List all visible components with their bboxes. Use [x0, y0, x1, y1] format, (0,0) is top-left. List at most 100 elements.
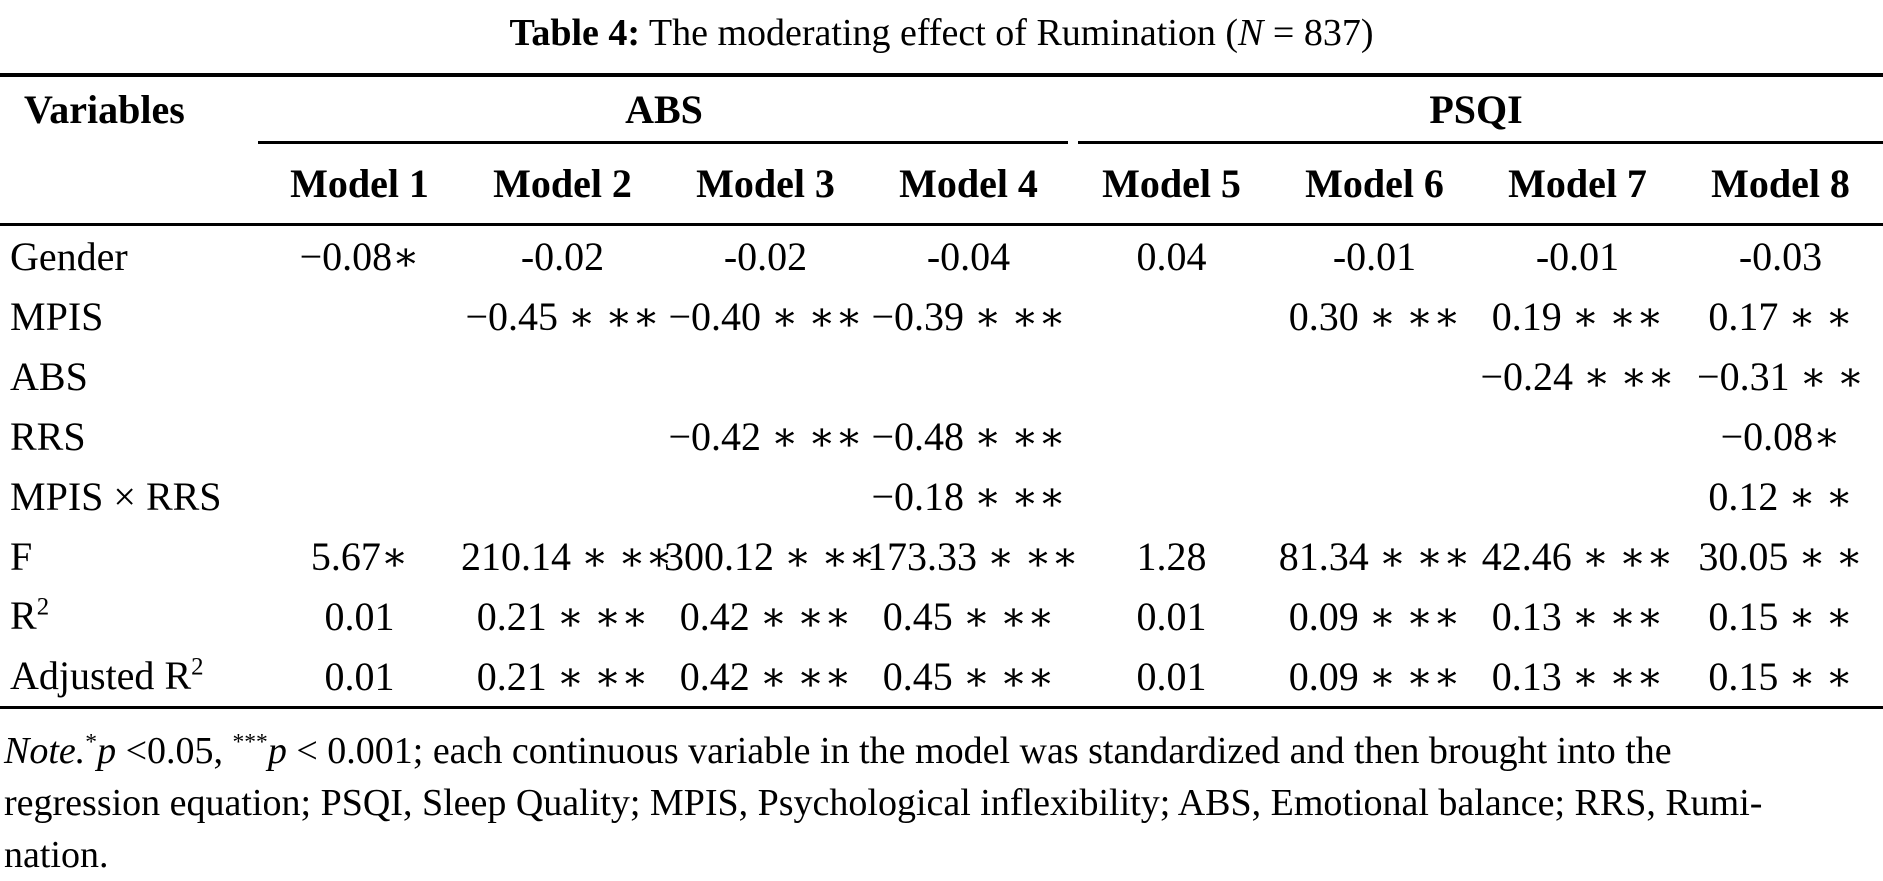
- table-cell: 0.15 ∗ ∗: [1708, 593, 1853, 639]
- column-header-model-7: Model 7: [1508, 161, 1647, 206]
- table-cell: 210.14 ∗ ∗∗: [461, 533, 673, 579]
- column-header-model-1: Model 1: [290, 161, 429, 206]
- table-cell: −0.45 ∗ ∗∗: [465, 293, 660, 339]
- column-group-rule: [0, 141, 1883, 144]
- row-label: Gender: [10, 233, 128, 279]
- table-cell: 300.12 ∗ ∗∗: [664, 533, 876, 579]
- row-label: R2: [0, 590, 258, 642]
- table-cell: 0.09 ∗ ∗∗: [1288, 593, 1461, 639]
- model-header-row: Model 1 Model 2 Model 3 Model 4 Model 5 …: [0, 144, 1883, 223]
- table-cell: 0.19 ∗ ∗∗: [1491, 293, 1664, 339]
- note-line-1: Note.*p <0.05, ***p < 0.001; each contin…: [4, 725, 1879, 777]
- table-cell: 0.21 ∗ ∗∗: [476, 593, 649, 639]
- header-body-rule: [0, 223, 1883, 226]
- table-cell: -0.01: [1332, 233, 1417, 279]
- note-label: Note.: [4, 730, 86, 772]
- table-row-abs: ABS −0.24 ∗ ∗∗ −0.31 ∗ ∗: [0, 346, 1883, 406]
- column-header-model-2: Model 2: [493, 161, 632, 206]
- table-cell: 0.13 ∗ ∗∗: [1491, 653, 1664, 699]
- abs-group-rule: [258, 141, 1068, 144]
- table-row-mpis-x-rrs: MPIS × RRS −0.18 ∗ ∗∗ 0.12 ∗ ∗: [0, 466, 1883, 526]
- table-cell: -0.02: [520, 233, 605, 279]
- table-cell: 0.01: [1136, 653, 1207, 699]
- table-cell: 0.42 ∗ ∗∗: [679, 653, 852, 699]
- column-header-variables: Variables: [24, 86, 185, 132]
- row-label-text: Adjusted: [10, 653, 165, 698]
- table-cell: 0.30 ∗ ∗∗: [1288, 293, 1461, 339]
- row-label: F: [10, 533, 33, 579]
- table-cell: 0.45 ∗ ∗∗: [882, 653, 1055, 699]
- table-cell: −0.08∗: [1720, 413, 1841, 459]
- table-cell: −0.18 ∗ ∗∗: [871, 473, 1066, 519]
- table-cell: 0.01: [1136, 593, 1207, 639]
- table-cell: 0.45 ∗ ∗∗: [882, 593, 1055, 639]
- table-cell: −0.08∗: [299, 233, 420, 279]
- table-caption-nvalue: = 837): [1263, 12, 1374, 54]
- table-row-gender: Gender −0.08∗ -0.02 -0.02 -0.04 0.04 -0.…: [0, 226, 1883, 286]
- table-cell: 5.67∗: [310, 533, 409, 579]
- table-cell: -0.01: [1535, 233, 1620, 279]
- note-star-single: *: [85, 729, 98, 756]
- top-rule: [0, 73, 1883, 77]
- column-group-psqi: PSQI: [1429, 86, 1523, 132]
- note-star-triple: ***: [232, 729, 268, 756]
- table-row-rrs: RRS −0.42 ∗ ∗∗ −0.48 ∗ ∗∗ −0.08∗: [0, 406, 1883, 466]
- table-cell: 0.21 ∗ ∗∗: [476, 653, 649, 699]
- column-header-model-8: Model 8: [1711, 161, 1850, 206]
- table-cell: −0.48 ∗ ∗∗: [871, 413, 1066, 459]
- row-label-italic: R: [10, 593, 37, 638]
- table-row-adjusted-r-squared: Adjusted R2 0.01 0.21 ∗ ∗∗ 0.42 ∗ ∗∗ 0.4…: [0, 646, 1883, 706]
- table-cell: −0.31 ∗ ∗: [1697, 353, 1864, 399]
- row-label: ABS: [10, 353, 88, 399]
- table-caption: Table 4: The moderating effect of Rumina…: [0, 0, 1883, 73]
- table-cell: −0.24 ∗ ∗∗: [1480, 353, 1675, 399]
- table-cell: -0.02: [723, 233, 808, 279]
- column-header-model-5: Model 5: [1102, 161, 1241, 206]
- table-cell: 81.34 ∗ ∗∗: [1278, 533, 1471, 579]
- group-header-row: Variables ABS PSQI: [0, 77, 1883, 141]
- note-p-italic: p: [267, 730, 287, 772]
- table-cell: 30.05 ∗ ∗: [1698, 533, 1863, 579]
- bottom-rule: [0, 706, 1883, 709]
- table-cell: 42.46 ∗ ∗∗: [1481, 533, 1674, 579]
- table-caption-number: Table 4:: [509, 12, 641, 54]
- column-header-model-3: Model 3: [696, 161, 835, 206]
- table-cell: 0.42 ∗ ∗∗: [679, 593, 852, 639]
- column-header-model-4: Model 4: [899, 161, 1038, 206]
- table-row-mpis: MPIS −0.45 ∗ ∗∗ −0.40 ∗ ∗∗ −0.39 ∗ ∗∗ 0.…: [0, 286, 1883, 346]
- psqi-group-rule: [1078, 141, 1883, 144]
- table-cell: 1.28: [1136, 533, 1207, 579]
- row-label-superscript: 2: [36, 593, 50, 621]
- row-label: MPIS × RRS: [10, 473, 222, 519]
- table-row-r-squared: R2 0.01 0.21 ∗ ∗∗ 0.42 ∗ ∗∗ 0.45 ∗ ∗∗ 0.…: [0, 586, 1883, 646]
- row-label: MPIS: [10, 293, 104, 339]
- table-cell: 0.09 ∗ ∗∗: [1288, 653, 1461, 699]
- note-line-2: regression equation; PSQI, Sleep Quality…: [4, 782, 1763, 824]
- table-row-f: F 5.67∗ 210.14 ∗ ∗∗ 300.12 ∗ ∗∗ 173.33 ∗…: [0, 526, 1883, 586]
- table-cell: −0.39 ∗ ∗∗: [871, 293, 1066, 339]
- table-cell: −0.42 ∗ ∗∗: [668, 413, 863, 459]
- table-cell: 0.17 ∗ ∗: [1708, 293, 1853, 339]
- table-caption-text: The moderating effect of Rumination (: [640, 12, 1239, 54]
- table-cell: 173.33 ∗ ∗∗: [867, 533, 1079, 579]
- table-cell: 0.15 ∗ ∗: [1708, 653, 1853, 699]
- column-header-model-6: Model 6: [1305, 161, 1444, 206]
- note-line-1-rest: < 0.001; each continuous variable in the…: [286, 730, 1672, 772]
- table-note: Note.*p <0.05, ***p < 0.001; each contin…: [0, 709, 1883, 881]
- table-cell: -0.03: [1738, 233, 1823, 279]
- table-cell: 0.01: [324, 593, 395, 639]
- table-cell: 0.13 ∗ ∗∗: [1491, 593, 1664, 639]
- row-label: Adjusted R2: [0, 650, 258, 702]
- row-label-superscript: 2: [191, 653, 204, 681]
- table-cell: 0.04: [1136, 233, 1207, 279]
- row-label-italic: R: [164, 653, 192, 698]
- table-cell: 0.01: [324, 653, 395, 699]
- note-line-3: nation.: [4, 834, 109, 876]
- table-cell: −0.40 ∗ ∗∗: [668, 293, 863, 339]
- table-cell: 0.12 ∗ ∗: [1708, 473, 1853, 519]
- note-p-italic: p: [97, 730, 117, 772]
- column-group-abs: ABS: [625, 86, 703, 132]
- table-cell: -0.04: [926, 233, 1011, 279]
- row-label: RRS: [10, 413, 86, 459]
- note-threshold-1: <0.05,: [116, 730, 233, 772]
